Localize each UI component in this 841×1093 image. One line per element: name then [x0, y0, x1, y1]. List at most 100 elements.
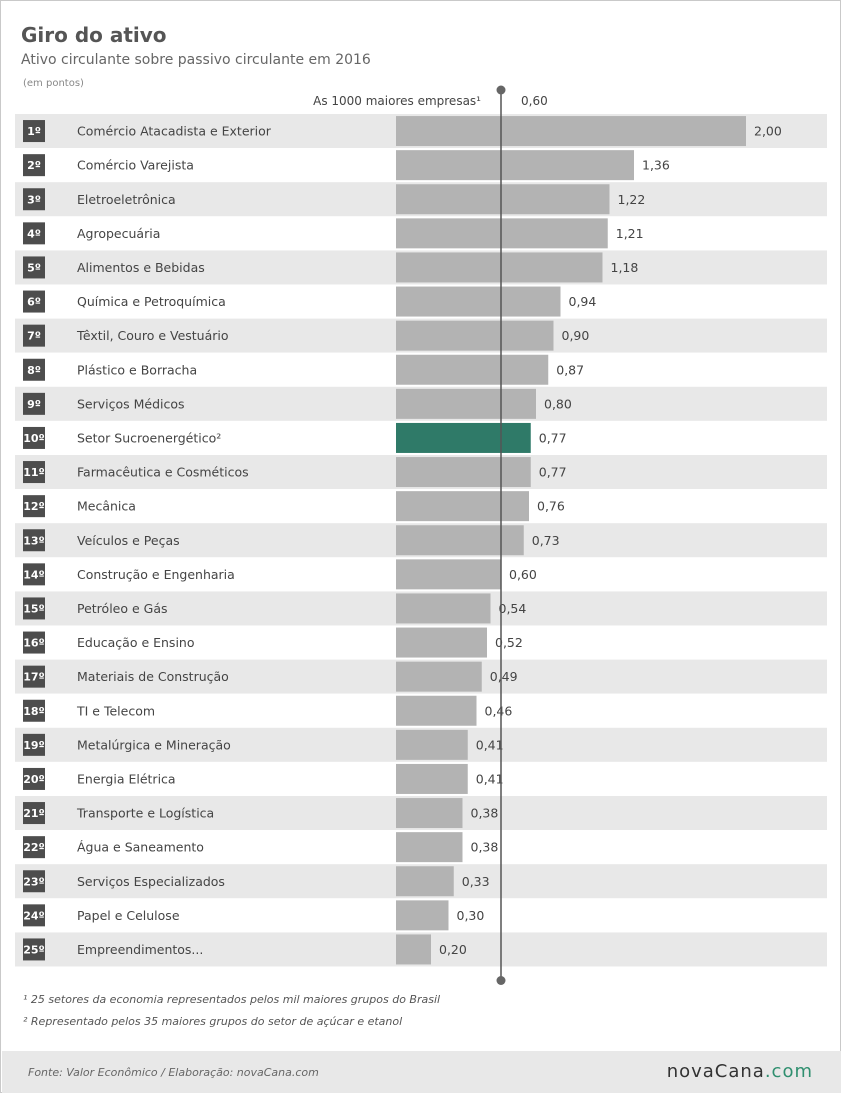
rank-badge: [23, 324, 45, 347]
chart-row: 22º Água e Saneamento 0,38: [15, 830, 827, 865]
bar: [396, 627, 487, 658]
chart-row: 20º Energia Elétrica 0,41: [15, 761, 827, 796]
rank-badge: [23, 222, 45, 245]
chart-row: 18º TI e Telecom 0,46: [15, 693, 827, 728]
rank-label: 25º: [23, 943, 45, 956]
category-label: Transporte e Logística: [76, 806, 214, 821]
category-label: Energia Elétrica: [77, 771, 176, 786]
bar: [396, 252, 603, 283]
bar: [396, 661, 482, 692]
bar: [396, 729, 468, 760]
rank-badge: [23, 529, 45, 552]
rank-label: 20º: [23, 773, 45, 786]
source-text: Fonte: Valor Econômico / Elaboração: nov…: [28, 1066, 319, 1079]
chart-row: 10º Setor Sucroenergético² 0,77: [15, 420, 827, 455]
category-label: Mecânica: [77, 499, 136, 514]
novacana-logo: novaCana.com: [667, 1061, 813, 1082]
value-label: 0,94: [569, 294, 597, 309]
rank-badge: [23, 461, 45, 484]
category-label: Plástico e Borracha: [77, 362, 197, 377]
category-label: Comércio Varejista: [77, 158, 194, 173]
rank-label: 17º: [23, 671, 45, 684]
chart-title: Giro do ativo: [21, 23, 167, 47]
chart-row: 12º Mecânica 0,76: [15, 489, 827, 524]
category-label: Materiais de Construção: [77, 669, 229, 684]
bar: [396, 150, 634, 181]
rank-label: 7º: [27, 330, 41, 343]
chart-row: 19º Metalúrgica e Mineração 0,41: [15, 727, 827, 762]
category-label: Metalúrgica e Mineração: [77, 737, 231, 752]
reference-value: 0,60: [521, 94, 548, 108]
bar: [396, 218, 608, 249]
bar: [396, 695, 477, 726]
chart-rows: 1º Comércio Atacadista e Exterior 2,00 2º Co…: [15, 114, 827, 967]
bar: [396, 593, 491, 624]
bar: [396, 491, 529, 522]
rank-badge: [23, 836, 45, 859]
rank-label: 6º: [27, 296, 41, 309]
chart-row: 9º Serviços Médicos 0,80: [15, 386, 827, 421]
chart-row: 2º Comércio Varejista 1,36: [15, 148, 827, 183]
rank-badge: [23, 290, 45, 313]
rank-badge: [23, 870, 45, 893]
rank-label: 3º: [27, 193, 41, 206]
rank-label: 10º: [23, 432, 45, 445]
value-label: 0,33: [462, 874, 490, 889]
reference-dot-bottom: [496, 976, 506, 985]
rank-label: 23º: [23, 875, 45, 888]
rank-badge: [23, 154, 45, 177]
value-label: 0,80: [544, 396, 572, 411]
category-label: Setor Sucroenergético²: [77, 430, 221, 445]
rank-badge: [23, 188, 45, 211]
category-label: Agropecuária: [77, 226, 160, 241]
rank-label: 16º: [23, 637, 45, 650]
rank-label: 12º: [23, 500, 45, 513]
chart-row: 8º Plástico e Borracha 0,87: [15, 352, 827, 387]
value-label: 1,22: [618, 192, 646, 207]
chart-row: 13º Veículos e Peças 0,73: [15, 523, 827, 558]
value-label: 0,49: [490, 669, 518, 684]
value-label: 0,60: [509, 567, 537, 582]
logo-main: novaCana: [666, 1061, 765, 1082]
rank-label: 5º: [27, 261, 41, 274]
footer-bar: Fonte: Valor Econômico / Elaboração: nov…: [2, 1051, 841, 1093]
chart-row: 21º Transporte e Logística 0,38: [15, 796, 827, 831]
category-label: Empreendimentos...: [77, 942, 203, 957]
chart-row: 24º Papel e Celulose 0,30: [15, 898, 827, 933]
rank-badge: [23, 631, 45, 654]
footnote-2: ² Representado pelos 35 maiores grupos d…: [23, 1015, 403, 1028]
chart-row: 4º Agropecuária 1,21: [15, 216, 827, 251]
category-label: Água e Saneamento: [77, 840, 204, 855]
chart-row: 3º Eletroeletrônica 1,22: [15, 182, 827, 217]
category-label: Petróleo e Gás: [77, 601, 168, 616]
value-label: 0,41: [476, 737, 504, 752]
category-label: Química e Petroquímica: [77, 294, 226, 309]
chart-row: 15º Petróleo e Gás 0,54: [15, 591, 827, 626]
bar: [396, 525, 524, 556]
rank-label: 18º: [23, 705, 45, 718]
rank-badge: [23, 392, 45, 415]
category-label: Serviços Especializados: [77, 874, 225, 889]
chart-row: 11º Farmacêutica e Cosméticos 0,77: [15, 455, 827, 490]
value-label: 0,76: [537, 499, 565, 514]
rank-badge: [23, 904, 45, 927]
value-label: 0,73: [532, 533, 560, 548]
bar: [396, 866, 454, 897]
category-label: Veículos e Peças: [77, 533, 180, 548]
rank-label: 13º: [23, 534, 45, 547]
value-label: 0,38: [471, 840, 499, 855]
value-label: 0,46: [485, 703, 513, 718]
rank-badge: [23, 665, 45, 688]
category-label: Farmacêutica e Cosméticos: [77, 465, 249, 480]
value-label: 0,77: [539, 465, 567, 480]
footnote-1: ¹ 25 setores da economia representados p…: [23, 993, 441, 1006]
rank-label: 4º: [27, 227, 41, 240]
rank-badge: [23, 256, 45, 279]
value-label: 0,38: [471, 806, 499, 821]
chart-row: 6º Química e Petroquímica 0,94: [15, 284, 827, 319]
category-label: Eletroeletrônica: [77, 192, 176, 207]
bar: [396, 798, 463, 829]
rank-label: 19º: [23, 739, 45, 752]
chart-row: 14º Construção e Engenharia 0,60: [15, 557, 827, 592]
